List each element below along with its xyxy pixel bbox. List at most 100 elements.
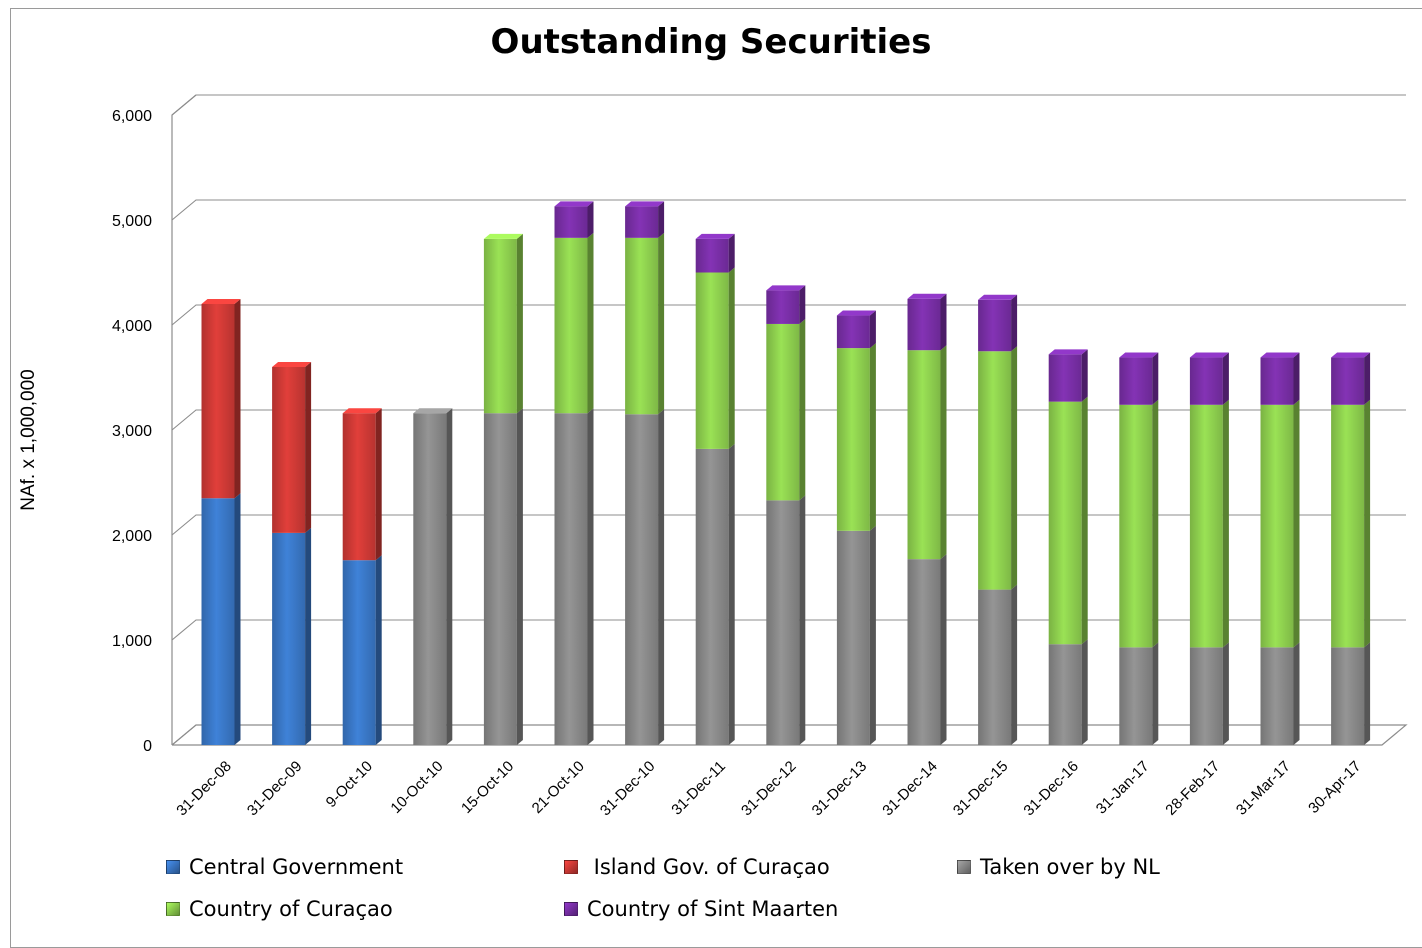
- bar-segment: [554, 201, 594, 238]
- x-tick-label: 31-Dec-08: [173, 758, 235, 820]
- bar-front: [1048, 354, 1082, 402]
- bar-front: [695, 238, 729, 273]
- legend-label: Country of Sint Maarten: [587, 897, 839, 921]
- x-tick-label: 31-Jan-17: [1093, 758, 1153, 818]
- bar-side: [1011, 346, 1018, 590]
- bar-side: [869, 525, 876, 745]
- bar-segment: [907, 345, 947, 560]
- bar-side: [728, 233, 735, 273]
- bar-side: [1081, 396, 1088, 645]
- bar-side: [375, 408, 382, 561]
- legend-label: Central Government: [189, 855, 404, 879]
- bar-top: [978, 294, 1018, 300]
- legend-item: Central Government: [166, 855, 403, 879]
- y-tick-label: 1,000: [112, 633, 152, 650]
- x-tick-label: 21-Oct-10: [529, 758, 588, 817]
- bar-side: [234, 299, 241, 499]
- legend-swatch: [166, 902, 180, 916]
- bar-top: [907, 293, 947, 299]
- bar-side: [1293, 352, 1300, 405]
- bar-segment: [1260, 399, 1300, 648]
- bar-front: [1260, 404, 1294, 648]
- bar-segment: [836, 310, 876, 349]
- bar-front: [342, 413, 376, 561]
- bar-segment: [907, 554, 947, 745]
- y-tick-label: 2,000: [112, 528, 152, 545]
- bar-front: [978, 351, 1012, 590]
- bar-segment: [907, 293, 947, 351]
- bar-segment: [1119, 352, 1159, 405]
- bar-segment: [1048, 639, 1088, 745]
- y-tick-label: 4,000: [112, 318, 152, 335]
- bar-segment: [1119, 399, 1159, 648]
- bar-front: [978, 589, 1012, 745]
- bar-top: [625, 201, 665, 207]
- x-tick-label: 28-Feb-17: [1162, 758, 1223, 819]
- legend-swatch: [957, 860, 971, 874]
- bar-top: [766, 285, 806, 291]
- bar-front: [272, 367, 306, 533]
- x-tick-label: 31-Dec-10: [597, 758, 659, 820]
- bar-segment: [625, 201, 665, 238]
- bar-segment: [836, 525, 876, 745]
- bar-front: [272, 532, 306, 745]
- bar-segment: [1119, 642, 1159, 745]
- bar-top: [201, 299, 241, 304]
- bar-segment: [272, 362, 312, 533]
- bar-segment: [695, 267, 735, 449]
- bar-side: [1011, 584, 1018, 745]
- x-tick-label: 31-Dec-09: [244, 758, 306, 820]
- bar-front: [201, 304, 235, 499]
- bar-top: [413, 408, 453, 414]
- bar-front: [1048, 401, 1082, 645]
- legend-item: Taken over by NL: [957, 855, 1160, 879]
- bar-front: [483, 238, 517, 414]
- bar-side: [869, 343, 876, 531]
- x-tick-label: 31-Dec-16: [1020, 758, 1082, 820]
- bar-segment: [766, 318, 806, 501]
- bar-front: [201, 498, 235, 745]
- bar-front: [1119, 404, 1153, 648]
- bar-front: [766, 323, 800, 501]
- bar-front: [1119, 647, 1153, 745]
- bar-top: [1119, 352, 1159, 358]
- x-tick-labels: 31-Dec-08 31-Dec-09 9-Oct-10 10-Oct-10 15-Oc…: [173, 758, 1364, 820]
- bar-front: [978, 299, 1012, 352]
- bar-segment: [1260, 642, 1300, 745]
- bar-front: [1189, 357, 1223, 405]
- x-tick-label: 10-Oct-10: [387, 758, 446, 817]
- bar-front: [1189, 404, 1223, 648]
- legend-swatch: [166, 860, 180, 874]
- bar-side: [728, 267, 735, 449]
- x-tick-label: 31-Dec-14: [879, 758, 941, 820]
- bar-front: [766, 290, 800, 324]
- bar-top: [1048, 349, 1088, 355]
- bar-side: [305, 362, 312, 533]
- x-tick-label: 31-Dec-13: [809, 758, 871, 820]
- bar-top: [342, 408, 382, 414]
- y-tick-label: 3,000: [112, 423, 152, 440]
- x-tick-label: 9-Oct-10: [323, 758, 376, 811]
- bar-side: [305, 527, 312, 745]
- bar-top: [836, 310, 876, 316]
- bar-side: [516, 408, 523, 745]
- bar-side: [1364, 642, 1371, 745]
- bar-segment: [766, 495, 806, 745]
- bar-side: [799, 285, 806, 324]
- bar-front: [625, 414, 659, 745]
- bar-front: [1260, 647, 1294, 745]
- chart-title: Outstanding Securities: [490, 22, 932, 62]
- bar-top: [1189, 352, 1229, 358]
- bar-segment: [272, 527, 312, 745]
- bar-front: [1331, 357, 1365, 405]
- bars: [201, 201, 1371, 745]
- bar-side: [1152, 352, 1159, 405]
- bar-front: [907, 298, 941, 351]
- legend-item: Island Gov. of Curaçao: [564, 855, 830, 879]
- bar-front: [907, 350, 941, 560]
- bar-segment: [1189, 399, 1229, 648]
- bar-segment: [554, 408, 594, 745]
- bar-front: [1119, 357, 1153, 405]
- bar-side: [940, 345, 947, 560]
